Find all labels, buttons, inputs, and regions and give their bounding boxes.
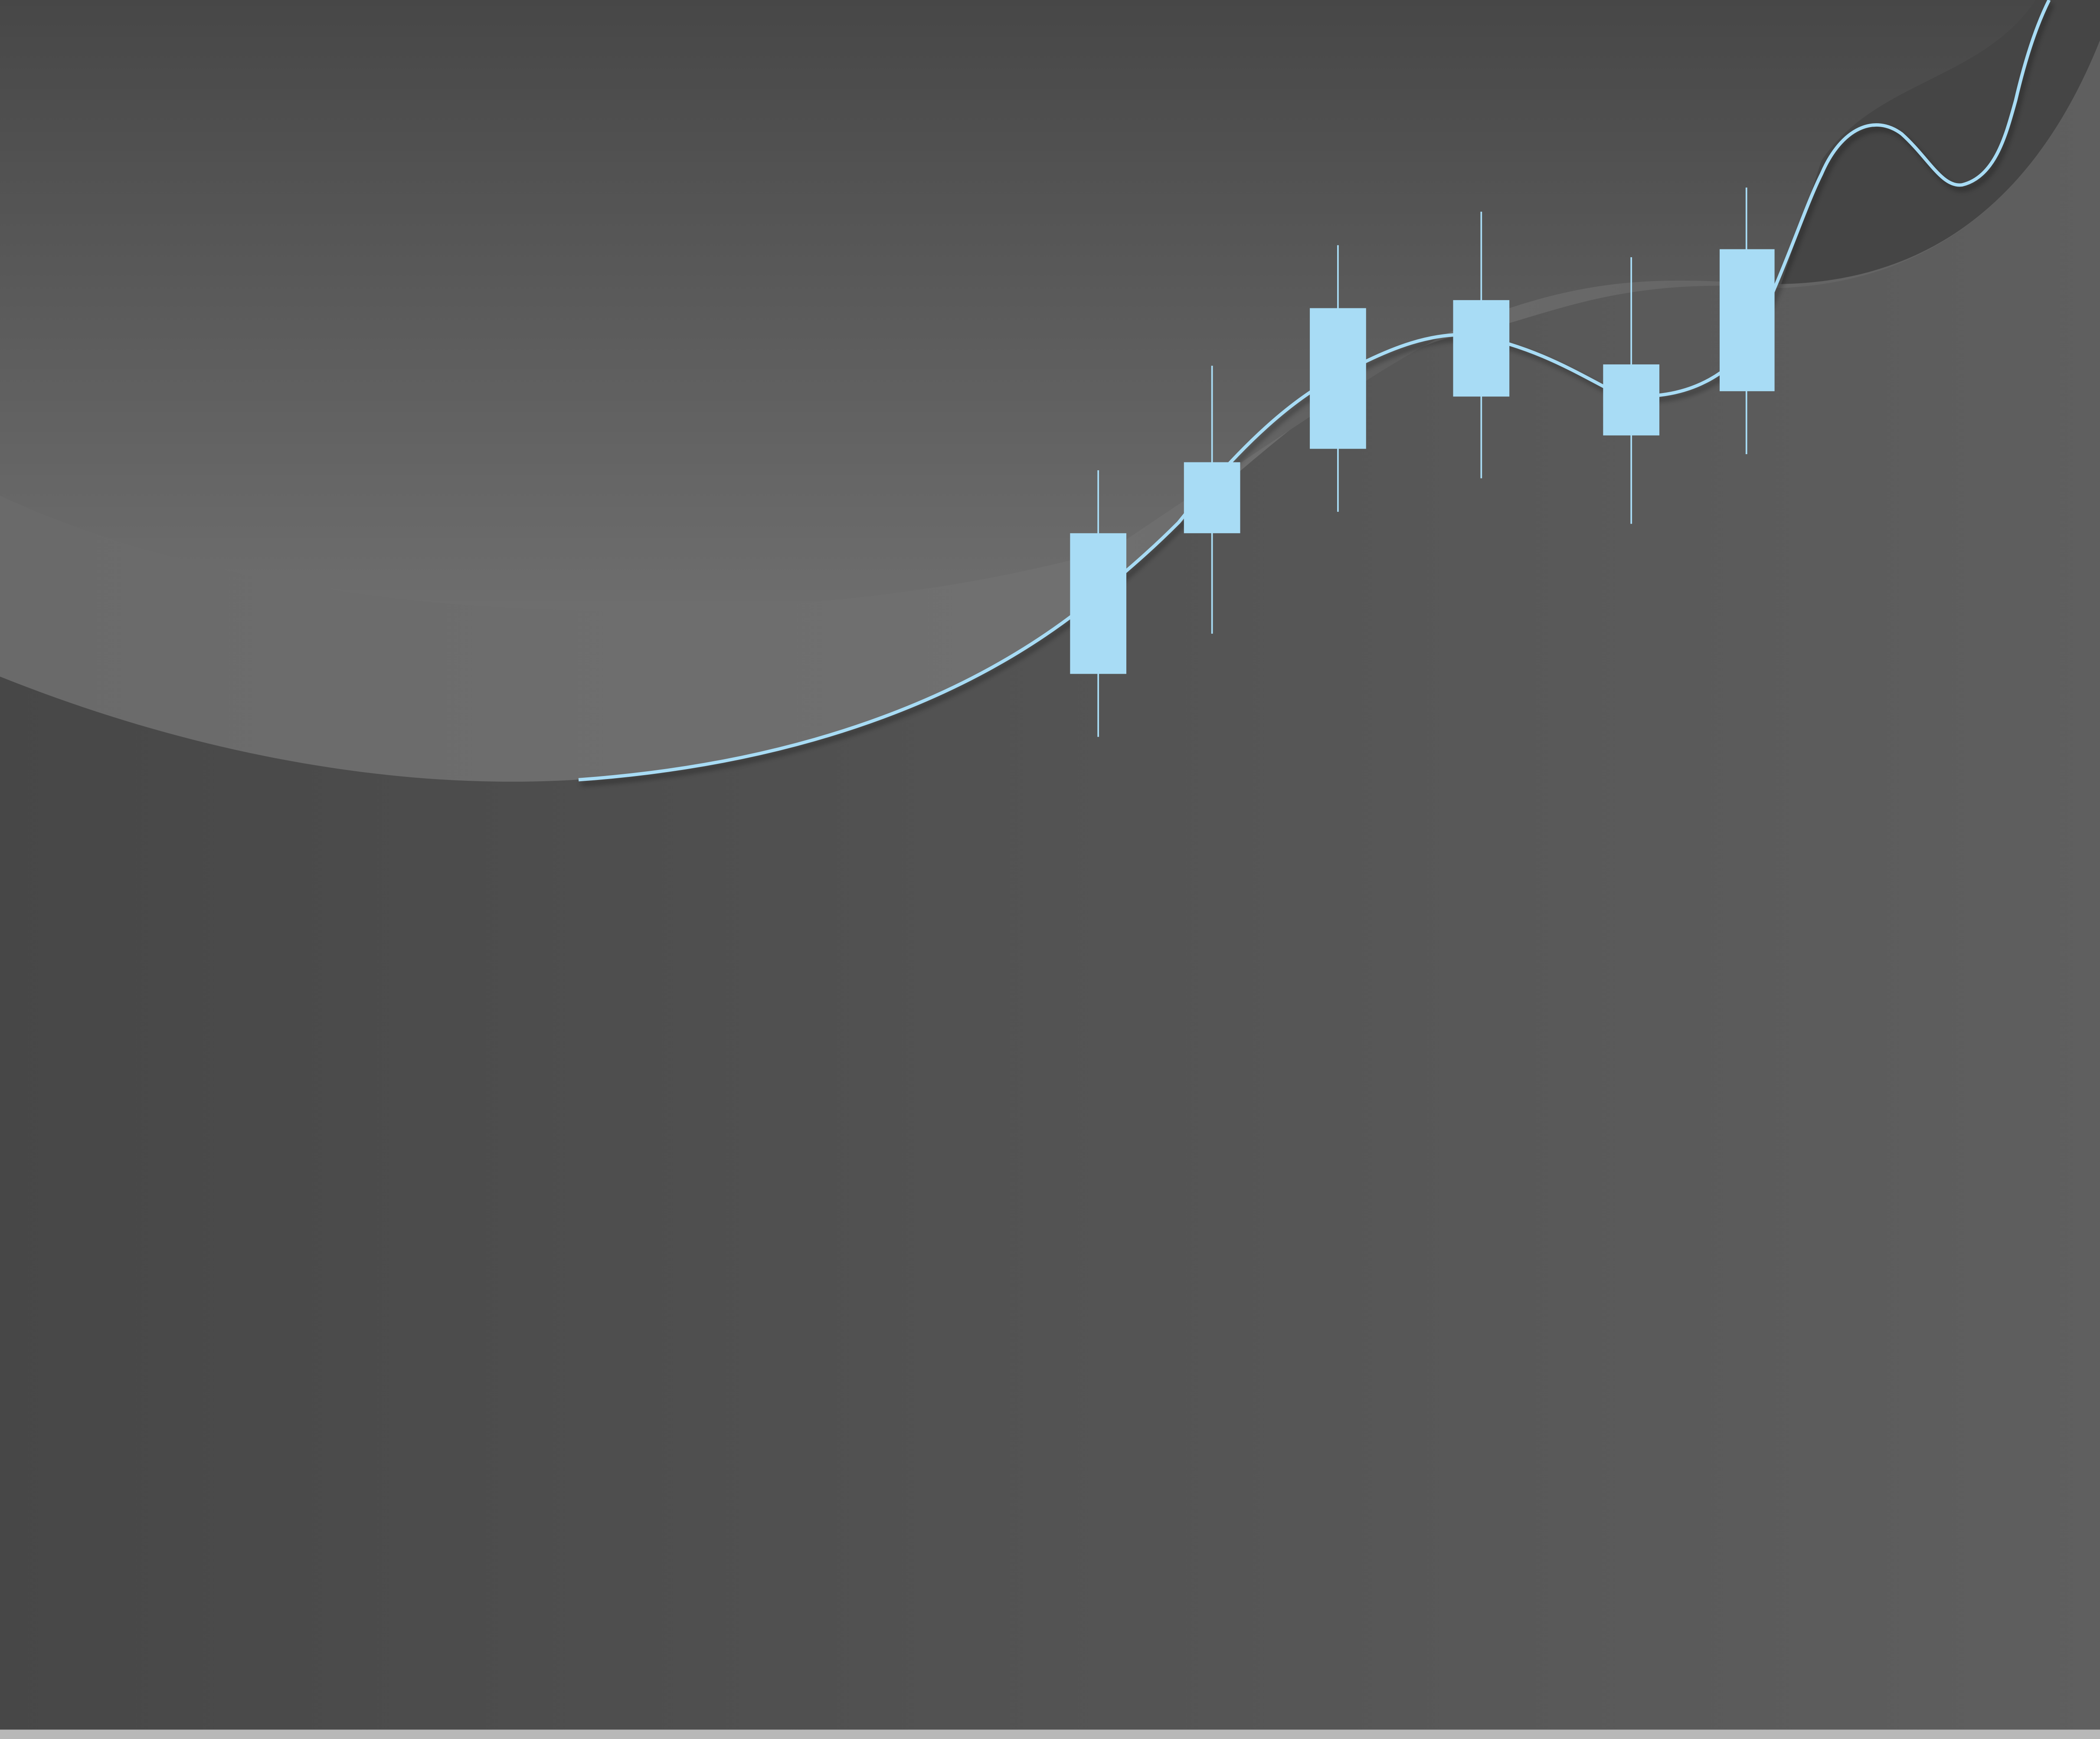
candle-body [1310, 308, 1366, 449]
candle-body [1184, 462, 1240, 534]
dark-corner [1781, 0, 2100, 284]
candle-body [1720, 249, 1775, 391]
top-wave [0, 0, 2100, 611]
candle-body [1070, 533, 1127, 674]
bottom-strip [0, 1729, 2100, 1739]
candle-body [1453, 300, 1510, 397]
candlesticks [1070, 187, 1775, 737]
candle-body [1603, 364, 1660, 436]
